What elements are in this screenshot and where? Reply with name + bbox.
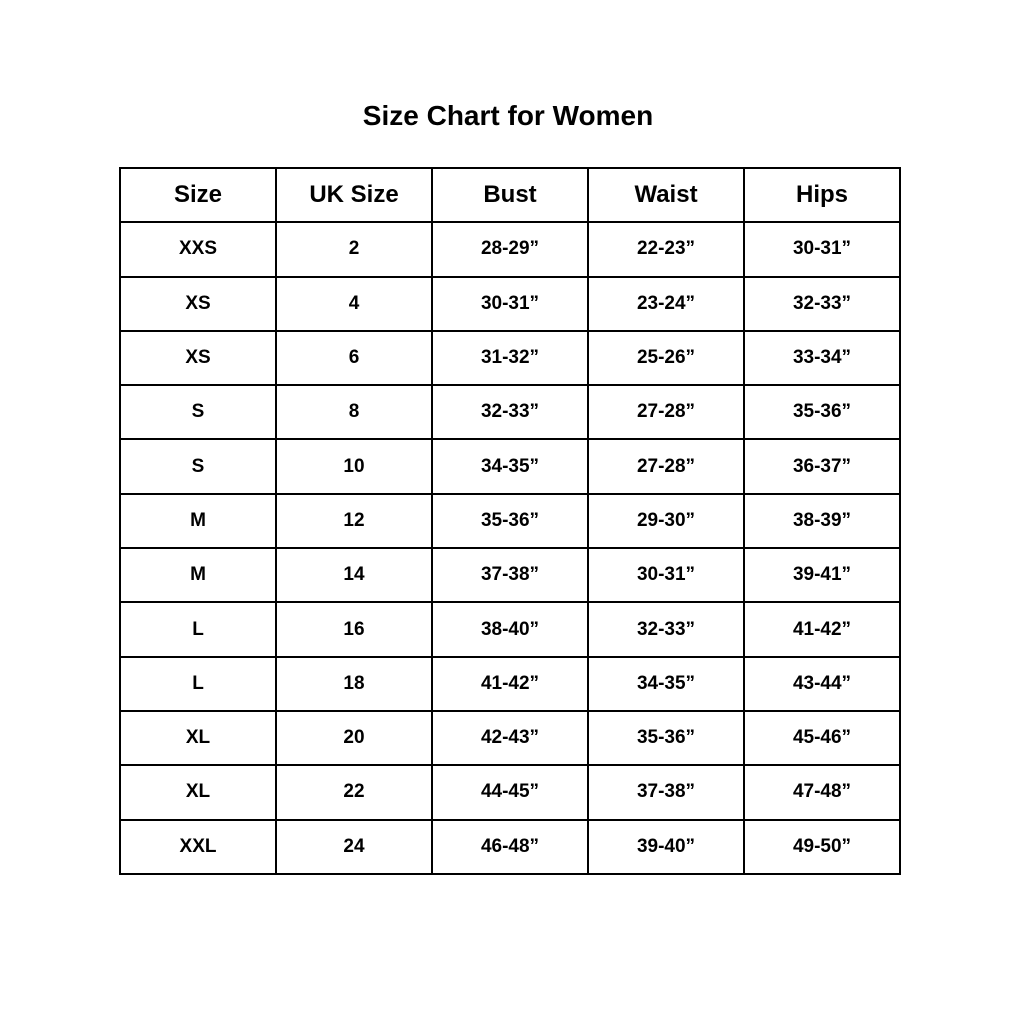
bust-cell: 28-29” bbox=[431, 221, 589, 278]
column-header-hips: Hips bbox=[743, 166, 901, 224]
table-row: XXS 2 28-29” 22-23” 30-31” bbox=[119, 221, 901, 278]
waist-cell: 35-36” bbox=[587, 709, 745, 767]
hips-cell: 39-41” bbox=[743, 547, 901, 604]
bust-cell: 34-35” bbox=[431, 438, 589, 495]
hips-cell: 41-42” bbox=[743, 601, 901, 658]
table-row: XL 22 44-45” 37-38” 47-48” bbox=[119, 764, 901, 821]
waist-cell: 34-35” bbox=[587, 655, 745, 712]
size-cell: XS bbox=[119, 329, 277, 387]
waist-cell: 29-30” bbox=[587, 492, 745, 550]
table-row: XS 6 31-32” 25-26” 33-34” bbox=[119, 329, 901, 387]
size-chart-table: Size UK Size Bust Waist Hips XXS 2 28-29” 22-23… bbox=[119, 166, 901, 875]
size-cell: XXL bbox=[119, 818, 277, 875]
table-row: XL 20 42-43” 35-36” 45-46” bbox=[119, 709, 901, 767]
bust-cell: 46-48” bbox=[431, 818, 589, 875]
bust-cell: 31-32” bbox=[431, 329, 589, 387]
table-row: L 16 38-40” 32-33” 41-42” bbox=[119, 601, 901, 658]
column-header-uk-size: UK Size bbox=[275, 166, 433, 224]
uk-size-cell: 22 bbox=[275, 764, 433, 821]
hips-cell: 33-34” bbox=[743, 329, 901, 387]
table-row: M 12 35-36” 29-30” 38-39” bbox=[119, 492, 901, 550]
size-cell: XL bbox=[119, 709, 277, 767]
bust-cell: 35-36” bbox=[431, 492, 589, 550]
waist-cell: 32-33” bbox=[587, 601, 745, 658]
hips-cell: 43-44” bbox=[743, 655, 901, 712]
bust-cell: 41-42” bbox=[431, 655, 589, 712]
hips-cell: 35-36” bbox=[743, 384, 901, 441]
uk-size-cell: 14 bbox=[275, 547, 433, 604]
size-cell: S bbox=[119, 384, 277, 441]
waist-cell: 30-31” bbox=[587, 547, 745, 604]
uk-size-cell: 16 bbox=[275, 601, 433, 658]
uk-size-cell: 10 bbox=[275, 438, 433, 495]
hips-cell: 49-50” bbox=[743, 818, 901, 875]
waist-cell: 23-24” bbox=[587, 275, 745, 332]
hips-cell: 38-39” bbox=[743, 492, 901, 550]
bust-cell: 42-43” bbox=[431, 709, 589, 767]
hips-cell: 47-48” bbox=[743, 764, 901, 821]
uk-size-cell: 20 bbox=[275, 709, 433, 767]
table-row: S 8 32-33” 27-28” 35-36” bbox=[119, 384, 901, 441]
waist-cell: 27-28” bbox=[587, 438, 745, 495]
uk-size-cell: 6 bbox=[275, 329, 433, 387]
waist-cell: 39-40” bbox=[587, 818, 745, 875]
table-row: L 18 41-42” 34-35” 43-44” bbox=[119, 655, 901, 712]
bust-cell: 38-40” bbox=[431, 601, 589, 658]
hips-cell: 32-33” bbox=[743, 275, 901, 332]
size-cell: XS bbox=[119, 275, 277, 332]
table-row: S 10 34-35” 27-28” 36-37” bbox=[119, 438, 901, 495]
waist-cell: 37-38” bbox=[587, 764, 745, 821]
page-title: Size Chart for Women bbox=[362, 100, 654, 131]
size-cell: L bbox=[119, 655, 277, 712]
size-cell: L bbox=[119, 601, 277, 658]
bust-cell: 30-31” bbox=[431, 275, 589, 332]
waist-cell: 25-26” bbox=[587, 329, 745, 387]
waist-cell: 27-28” bbox=[587, 384, 745, 441]
column-header-bust: Bust bbox=[431, 166, 589, 224]
size-cell: M bbox=[119, 492, 277, 550]
table-row: XS 4 30-31” 23-24” 32-33” bbox=[119, 275, 901, 332]
hips-cell: 30-31” bbox=[743, 221, 901, 278]
table-row: XXL 24 46-48” 39-40” 49-50” bbox=[119, 818, 901, 875]
size-cell: S bbox=[119, 438, 277, 495]
column-header-waist: Waist bbox=[587, 166, 745, 224]
size-cell: XL bbox=[119, 764, 277, 821]
column-header-size: Size bbox=[119, 166, 277, 224]
bust-cell: 32-33” bbox=[431, 384, 589, 441]
uk-size-cell: 2 bbox=[275, 221, 433, 278]
size-cell: XXS bbox=[119, 221, 277, 278]
hips-cell: 36-37” bbox=[743, 438, 901, 495]
table-row: M 14 37-38” 30-31” 39-41” bbox=[119, 547, 901, 604]
uk-size-cell: 18 bbox=[275, 655, 433, 712]
uk-size-cell: 4 bbox=[275, 275, 433, 332]
header-row: Size UK Size Bust Waist Hips bbox=[119, 166, 901, 224]
waist-cell: 22-23” bbox=[587, 221, 745, 278]
hips-cell: 45-46” bbox=[743, 709, 901, 767]
uk-size-cell: 8 bbox=[275, 384, 433, 441]
size-cell: M bbox=[119, 547, 277, 604]
uk-size-cell: 12 bbox=[275, 492, 433, 550]
bust-cell: 44-45” bbox=[431, 764, 589, 821]
uk-size-cell: 24 bbox=[275, 818, 433, 875]
bust-cell: 37-38” bbox=[431, 547, 589, 604]
